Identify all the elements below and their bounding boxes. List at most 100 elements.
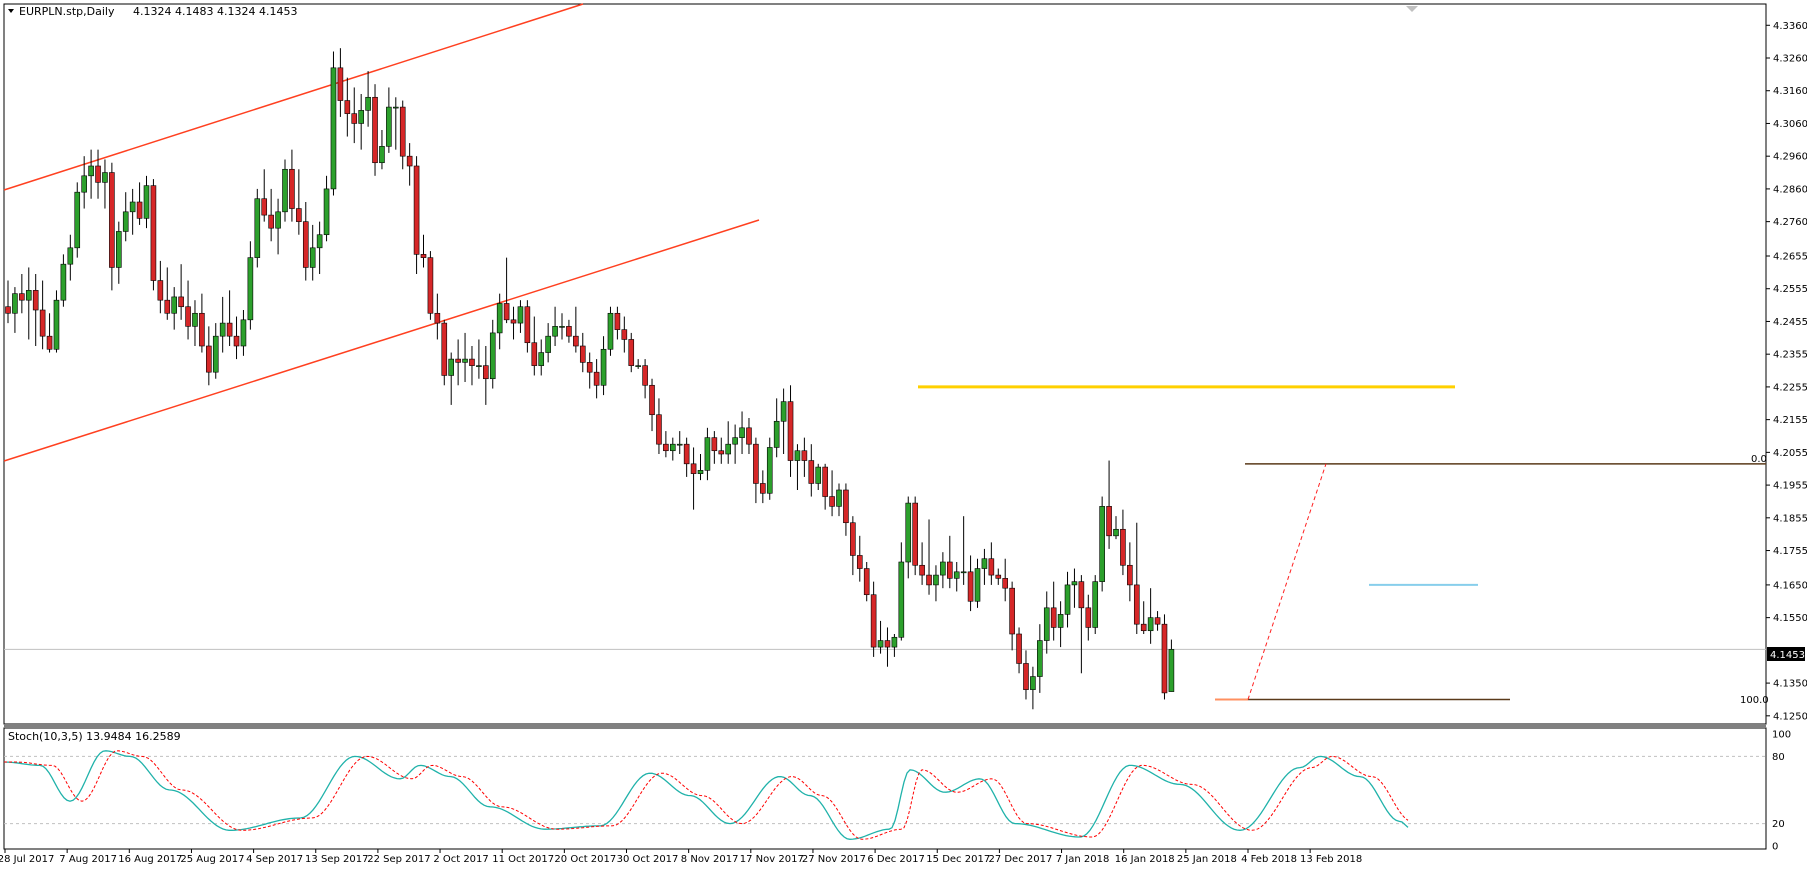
candle[interactable]	[60, 254, 67, 307]
symbol-dropdown-icon[interactable]	[8, 9, 14, 13]
candle[interactable]	[843, 483, 849, 536]
candle[interactable]	[898, 542, 905, 641]
stoch-panel[interactable]	[3, 727, 1767, 850]
candle[interactable]	[1057, 601, 1064, 648]
candle[interactable]	[1030, 666, 1036, 710]
candle[interactable]	[399, 100, 406, 170]
candle[interactable]	[732, 424, 738, 464]
candle[interactable]	[946, 535, 953, 589]
candle[interactable]	[254, 188, 261, 268]
candle[interactable]	[1133, 522, 1140, 634]
candle[interactable]	[1023, 650, 1029, 700]
candle[interactable]	[863, 562, 870, 602]
candle[interactable]	[143, 175, 150, 229]
candle[interactable]	[330, 51, 337, 196]
candle[interactable]	[891, 634, 898, 657]
candle[interactable]	[683, 437, 690, 477]
candle[interactable]	[953, 562, 960, 592]
candle[interactable]	[5, 280, 11, 324]
candle[interactable]	[642, 359, 648, 399]
candle[interactable]	[296, 169, 302, 235]
candle[interactable]	[46, 313, 53, 353]
candle[interactable]	[621, 316, 628, 353]
candle[interactable]	[302, 202, 309, 281]
candle[interactable]	[309, 224, 316, 281]
candle[interactable]	[933, 565, 939, 602]
candle[interactable]	[316, 221, 323, 274]
candle[interactable]	[503, 257, 510, 324]
candle[interactable]	[815, 463, 822, 490]
candle[interactable]	[926, 519, 932, 595]
candle[interactable]	[129, 188, 136, 235]
scroll-shift-marker-icon[interactable]	[1406, 6, 1418, 12]
candle[interactable]	[1050, 581, 1057, 641]
candle[interactable]	[171, 287, 177, 330]
candle[interactable]	[1064, 571, 1071, 628]
candle[interactable]	[476, 339, 482, 379]
candle[interactable]	[462, 332, 468, 382]
candle[interactable]	[753, 437, 759, 504]
candle[interactable]	[552, 306, 558, 346]
candle[interactable]	[365, 71, 371, 127]
candle[interactable]	[1043, 591, 1050, 654]
candle[interactable]	[912, 496, 918, 576]
candle[interactable]	[773, 398, 780, 458]
candle[interactable]	[649, 378, 655, 432]
channel-lower-line[interactable]	[3, 219, 760, 462]
candle[interactable]	[67, 234, 74, 281]
candle[interactable]	[81, 156, 87, 209]
candle[interactable]	[206, 326, 212, 386]
candle[interactable]	[199, 293, 205, 353]
candle[interactable]	[704, 427, 711, 481]
candle[interactable]	[344, 77, 351, 137]
candle[interactable]	[275, 198, 281, 255]
candle[interactable]	[386, 87, 392, 153]
candle[interactable]	[351, 87, 358, 144]
candle[interactable]	[974, 558, 981, 608]
candle[interactable]	[801, 437, 808, 477]
candle[interactable]	[1113, 516, 1119, 540]
price-panel[interactable]	[3, 3, 1767, 725]
candle[interactable]	[95, 149, 101, 199]
candle[interactable]	[19, 274, 25, 314]
candle[interactable]	[192, 300, 198, 346]
candle[interactable]	[427, 251, 434, 320]
candle[interactable]	[164, 267, 171, 320]
candle[interactable]	[337, 48, 344, 117]
candle[interactable]	[656, 398, 662, 454]
candle[interactable]	[510, 306, 517, 340]
candle[interactable]	[787, 385, 794, 477]
candle[interactable]	[32, 274, 39, 346]
candle[interactable]	[233, 316, 240, 360]
candle[interactable]	[1085, 594, 1092, 641]
candle[interactable]	[607, 306, 614, 356]
candle[interactable]	[392, 97, 399, 150]
fib-trend-line[interactable]	[1247, 463, 1327, 700]
candle[interactable]	[981, 548, 988, 585]
candle[interactable]	[524, 300, 531, 353]
candle[interactable]	[794, 444, 801, 490]
candle[interactable]	[406, 143, 413, 186]
candle[interactable]	[1127, 542, 1133, 602]
candle[interactable]	[379, 130, 385, 170]
candle[interactable]	[718, 437, 725, 464]
candle[interactable]	[136, 182, 143, 225]
candle[interactable]	[74, 182, 81, 258]
candle[interactable]	[212, 323, 219, 379]
candle[interactable]	[455, 339, 461, 386]
candle[interactable]	[240, 310, 247, 356]
candle[interactable]	[489, 319, 496, 389]
candle[interactable]	[1071, 568, 1078, 608]
candle[interactable]	[116, 221, 122, 284]
candle[interactable]	[856, 535, 863, 582]
candle[interactable]	[441, 319, 448, 386]
candle[interactable]	[53, 290, 60, 353]
candle[interactable]	[1009, 581, 1015, 651]
candle[interactable]	[780, 388, 787, 454]
candle[interactable]	[1106, 460, 1112, 549]
candle[interactable]	[711, 431, 718, 464]
candle[interactable]	[1161, 614, 1168, 700]
candle[interactable]	[573, 306, 579, 353]
channel-upper-line[interactable]	[3, 3, 584, 191]
